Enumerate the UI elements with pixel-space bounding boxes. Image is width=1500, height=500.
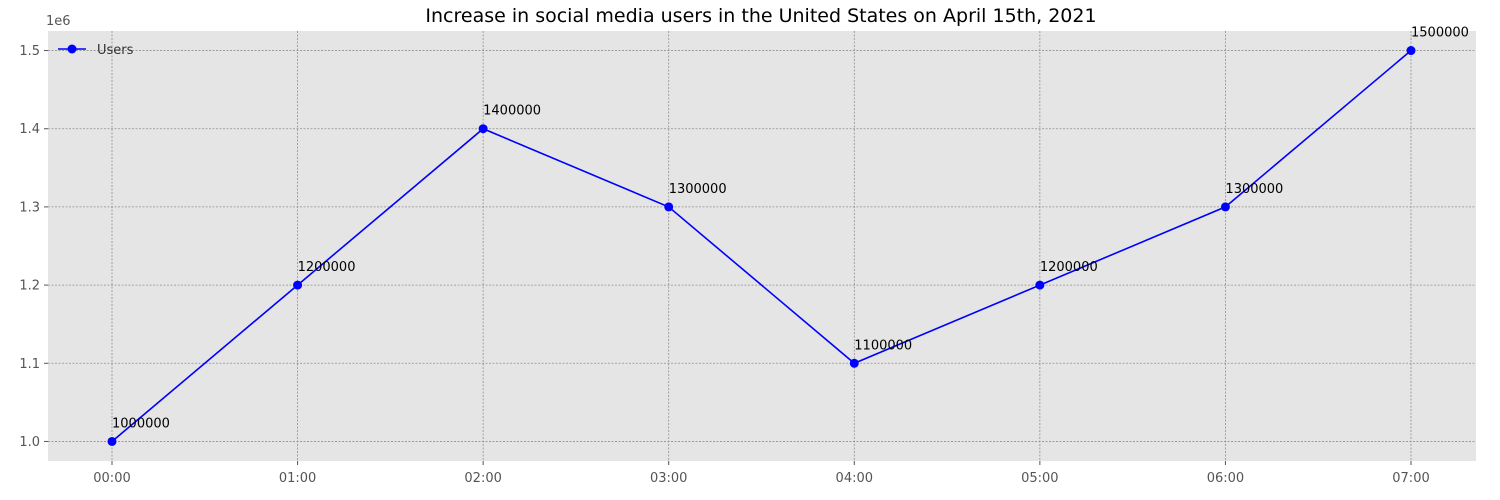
legend-marker [67,44,77,54]
data-label-0300: 1300000 [669,182,727,197]
y-tick-label: 1.2 [19,279,40,294]
chart-title: Increase in social media users in the Un… [425,5,1096,27]
data-label-0500: 1200000 [1040,260,1098,275]
data-point-0000 [107,436,117,446]
y-tick-label: 1.1 [19,357,40,372]
x-tick-label: 06:00 [1207,471,1244,486]
y-tick-label: 1.4 [19,122,40,137]
data-label-0200: 1400000 [483,104,541,119]
data-label-0100: 1200000 [298,260,356,275]
x-tick-label: 05:00 [1021,471,1058,486]
data-point-0100 [293,280,303,290]
series-line-users [111,49,1412,443]
x-tick-label: 01:00 [279,471,316,486]
x-tick-label: 02:00 [464,471,501,486]
data-point-0700 [1406,46,1416,56]
x-tick-label: 00:00 [93,471,130,486]
data-point-0400 [849,358,859,368]
data-label-0700: 1500000 [1411,26,1469,41]
x-tick-label: 04:00 [836,471,873,486]
y-tick-label: 1.0 [19,435,40,450]
legend: Users [58,43,134,58]
legend-label-users: Users [97,43,134,58]
x-tick-label: 03:00 [650,471,687,486]
y-scale-label: 1e6 [46,14,71,29]
data-point-0600 [1220,202,1230,212]
series-users [107,46,1416,446]
grid [48,31,1476,461]
y-tick-label: 1.5 [19,44,40,59]
data-label-0600: 1300000 [1225,182,1283,197]
data-point-0300 [664,202,674,212]
data-label-0000: 1000000 [112,416,170,431]
y-axis-ticks: 1.0 1.1 1.2 1.3 1.4 1.5 [19,44,48,450]
x-tick-label: 07:00 [1392,471,1429,486]
x-axis-ticks: 00:00 01:00 02:00 03:00 04:00 05:00 06:00 07:00 [93,461,1430,486]
data-point-0200 [478,124,488,134]
data-label-0400: 1100000 [854,338,912,353]
data-labels: 1000000 1200000 1400000 1300000 1100000 12000… [112,26,1469,432]
y-tick-label: 1.3 [19,200,40,215]
plot-area [48,31,1476,461]
data-point-0500 [1035,280,1045,290]
